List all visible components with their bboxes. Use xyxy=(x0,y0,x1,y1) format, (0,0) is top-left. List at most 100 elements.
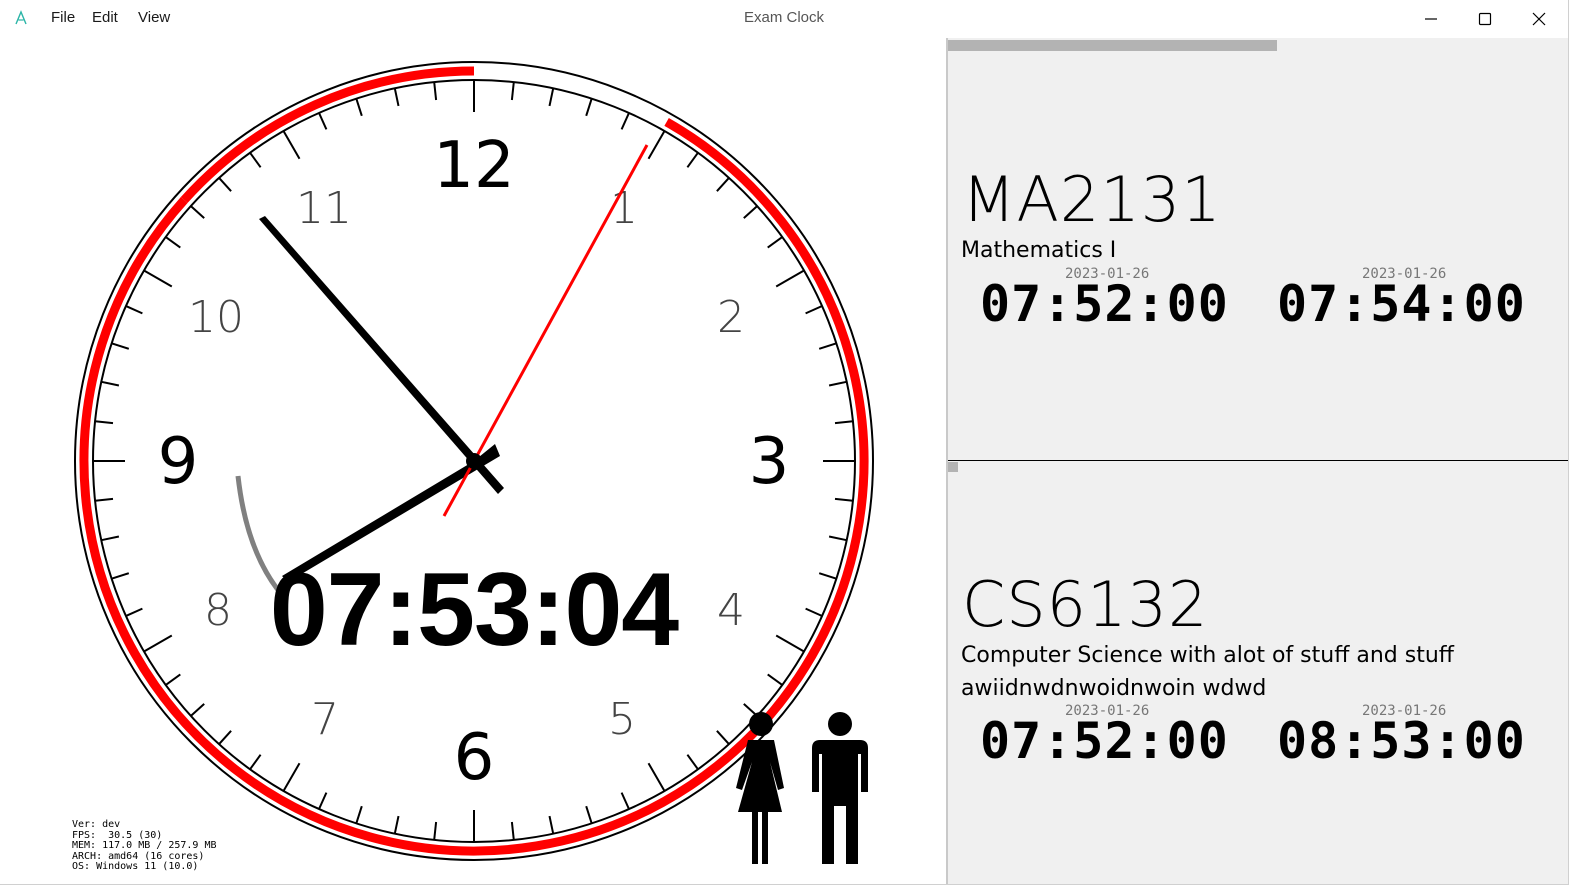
menu-file[interactable]: File xyxy=(51,9,76,26)
clock-tick xyxy=(585,98,593,117)
clock-tick xyxy=(686,754,699,770)
clock-tick xyxy=(249,152,262,168)
clock-tick xyxy=(828,535,847,542)
hour-hand xyxy=(282,444,500,582)
debug-stats: Ver: dev FPS: 30.5 (30) MEM: 117.0 MB / 25… xyxy=(72,819,217,873)
clock-tick xyxy=(433,81,438,101)
menu-edit[interactable]: Edit xyxy=(92,9,118,26)
hour-numeral-4: 4 xyxy=(717,585,745,636)
clock-tick xyxy=(111,572,130,580)
clock-tick xyxy=(743,205,758,219)
close-button[interactable] xyxy=(1512,0,1566,38)
menu-view[interactable]: View xyxy=(138,9,171,26)
minimize-icon xyxy=(1425,18,1437,20)
exam-name: Mathematics I xyxy=(961,238,1117,263)
exam-end-date: 2023-01-26 xyxy=(1362,703,1447,719)
exam-arc-first xyxy=(180,66,475,204)
clock-tick xyxy=(647,762,666,792)
clock-tick xyxy=(834,420,854,425)
exam-list-panel: MA2131 Mathematics I 2023-01-26 07:52:00… xyxy=(948,38,1568,884)
clock-tick xyxy=(620,792,630,810)
stat-version: Ver: dev xyxy=(72,819,121,830)
clock-tick xyxy=(767,236,783,249)
exam-progress-fill xyxy=(948,40,1277,51)
exam-code: MA2131 xyxy=(962,163,1222,236)
clock-tick xyxy=(94,497,114,502)
clock-tick xyxy=(218,730,232,745)
clock-tick xyxy=(249,754,262,770)
hour-numeral-7: 7 xyxy=(311,694,339,745)
exam-arc-second xyxy=(79,117,869,856)
clock-tick xyxy=(282,762,301,792)
pane-divider[interactable] xyxy=(946,38,948,884)
stat-mem: MEM: 117.0 MB / 257.9 MB xyxy=(72,840,217,851)
clock-tick xyxy=(165,673,181,686)
maximize-button[interactable] xyxy=(1458,0,1512,38)
clock-tick xyxy=(620,112,630,130)
exam-end-time: 07:54:00 xyxy=(1277,275,1526,333)
exam-start-date: 2023-01-26 xyxy=(1065,703,1150,719)
exam-start-time: 07:52:00 xyxy=(980,712,1229,770)
clock-tick xyxy=(190,703,205,717)
exam-start-time: 07:52:00 xyxy=(980,275,1229,333)
clock-tick xyxy=(767,673,783,686)
exam-end-date: 2023-01-26 xyxy=(1362,266,1447,282)
clock-outer-rim xyxy=(74,61,874,861)
clock-tick xyxy=(510,81,515,101)
elapsed-arc xyxy=(235,475,280,592)
title-bar[interactable]: File Edit View Exam Clock xyxy=(0,0,1568,38)
analog-clock-area: 12 1 2 3 4 5 6 7 8 9 10 11 07:53:04 Ver:… xyxy=(0,38,946,884)
stat-fps: FPS: 30.5 (30) xyxy=(72,829,163,841)
hour-numeral-8: 8 xyxy=(204,585,232,636)
clock-tick xyxy=(834,497,854,502)
analog-clock: 12 1 2 3 4 5 6 7 8 9 10 11 xyxy=(74,61,874,861)
close-icon xyxy=(1532,12,1546,26)
exam-code: CS6132 xyxy=(962,568,1209,641)
clock-tick xyxy=(686,152,699,168)
minimize-button[interactable] xyxy=(1404,0,1458,38)
window-title: Exam Clock xyxy=(743,9,825,26)
clock-tick xyxy=(775,269,805,288)
hour-numeral-9: 9 xyxy=(158,425,199,499)
clock-tick xyxy=(510,821,515,841)
clock-tick xyxy=(433,821,438,841)
clock-tick xyxy=(805,305,823,315)
exam-start-date: 2023-01-26 xyxy=(1065,266,1150,282)
clock-tick xyxy=(143,634,173,653)
clock-tick xyxy=(282,130,301,160)
hour-numeral-1: 1 xyxy=(610,183,638,234)
clock-tick xyxy=(548,88,555,107)
hour-numeral-6: 6 xyxy=(454,721,495,795)
clock-tick xyxy=(101,380,120,387)
split-handle[interactable] xyxy=(948,462,958,472)
clock-tick xyxy=(585,805,593,824)
clock-tick xyxy=(318,112,328,130)
clock-tick xyxy=(190,205,205,219)
clock-tick xyxy=(647,130,666,160)
exam-name: Computer Science with alot of stuff and … xyxy=(961,643,1454,701)
clock-tick xyxy=(828,380,847,387)
hour-numeral-11: 11 xyxy=(296,183,352,234)
restroom-icon xyxy=(736,712,868,864)
exam-end-time: 08:53:00 xyxy=(1277,712,1526,770)
hour-numeral-3: 3 xyxy=(749,425,790,499)
minute-hand xyxy=(259,216,504,494)
exam-separator xyxy=(948,460,1568,461)
clock-tick xyxy=(355,805,363,824)
hour-numeral-12: 12 xyxy=(433,129,514,203)
clock-tick xyxy=(101,535,120,542)
clock-ticks xyxy=(93,80,855,842)
clock-tick xyxy=(775,634,805,653)
clock-tick xyxy=(218,177,232,192)
hour-numeral-10: 10 xyxy=(188,292,244,343)
maximize-icon xyxy=(1478,12,1492,26)
clock-tick xyxy=(318,792,328,810)
clock-center-pin xyxy=(466,453,482,469)
clock-tick xyxy=(716,177,730,192)
stat-arch: ARCH: amd64 (16 cores) xyxy=(72,850,205,862)
clock-tick xyxy=(548,815,555,834)
clock-tick xyxy=(94,420,114,425)
clock-tick xyxy=(143,269,173,288)
clock-tick xyxy=(818,342,837,350)
clock-tick xyxy=(805,607,823,617)
